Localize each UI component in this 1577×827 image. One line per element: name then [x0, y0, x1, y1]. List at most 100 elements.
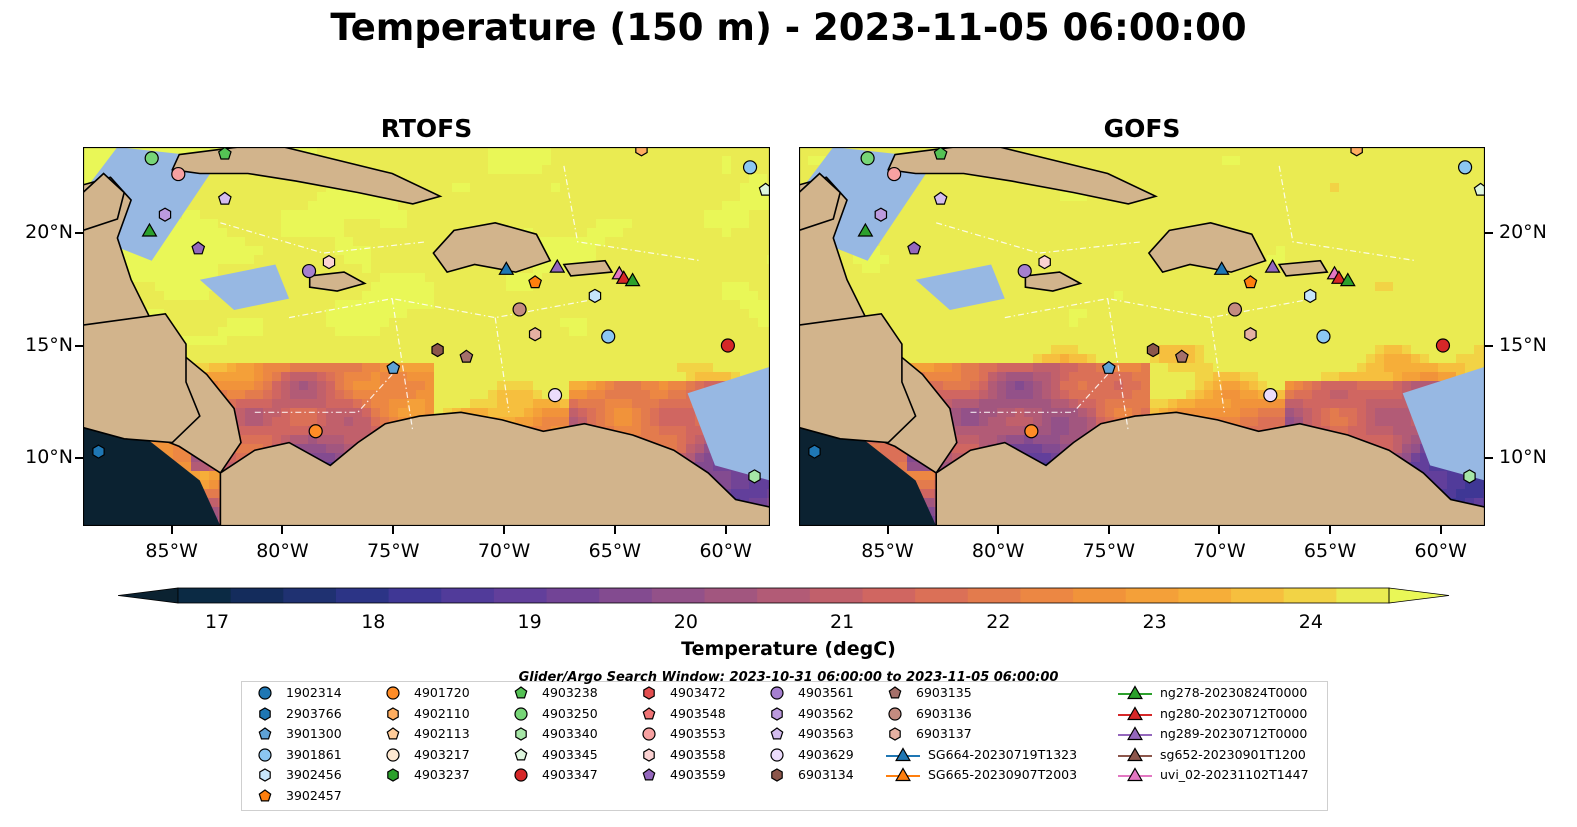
legend-marker-icon	[1118, 705, 1152, 720]
map-marker-4903562	[158, 207, 172, 222]
map-marker-4903345	[1473, 182, 1485, 196]
lon-tick-label: 75°W	[367, 540, 420, 562]
lon-tick-mark	[392, 526, 395, 534]
legend-label: sg652-20230901T1200	[1160, 746, 1306, 762]
legend-label: 4903629	[798, 746, 854, 762]
colorbar-tick-label: 24	[1298, 611, 1323, 633]
colorbar-bin	[1020, 588, 1074, 603]
map-marker-3901861	[1457, 160, 1473, 175]
legend-label: 6903137	[916, 726, 972, 742]
legend-marker-icon	[888, 686, 902, 699]
lon-tick-mark	[613, 526, 616, 534]
legend-marker-icon	[886, 767, 920, 782]
map-marker-3902456	[1304, 288, 1317, 304]
map-marker-4903250	[860, 151, 875, 166]
legend-label: 4903553	[670, 726, 726, 742]
lon-tick-mark	[170, 526, 173, 534]
lon-tick-mark	[886, 526, 889, 534]
lat-tick-label: 20°N	[25, 220, 73, 243]
legend-marker-icon	[387, 706, 399, 721]
map-marker-4903347	[1435, 338, 1451, 353]
map-marker-3901861	[601, 329, 616, 344]
map-gofs	[799, 147, 1485, 526]
map-marker-6903136	[1227, 302, 1243, 317]
lon-tick-mark	[1107, 526, 1110, 534]
colorbar-tick-label: 19	[517, 611, 542, 633]
lon-tick-mark	[724, 526, 727, 534]
map-marker-4903629	[547, 388, 563, 403]
map-marker-4903238	[217, 147, 232, 160]
legend-label: 4902113	[414, 726, 470, 742]
map-marker-3901300	[1101, 360, 1116, 374]
search-window-caption: Glider/Argo Search Window: 2023-10-31 06…	[518, 670, 1059, 685]
map-marker-4903558	[1038, 254, 1051, 270]
lon-tick-mark	[281, 526, 284, 534]
colorbar-bin	[1073, 588, 1127, 603]
colorbar-bin	[441, 588, 495, 603]
legend-label: 4903558	[670, 746, 726, 762]
map-marker-ng280-20230712T0000	[1330, 270, 1347, 284]
legend-marker-icon	[643, 748, 655, 762]
colorbar-bin	[1336, 588, 1390, 603]
legend-label: 4902110	[414, 705, 470, 721]
figure-title: Temperature (150 m) - 2023-11-05 06:00:0…	[330, 6, 1247, 49]
legend-label: 4903238	[542, 685, 598, 700]
legend-label: 4903559	[670, 767, 726, 783]
map-marker-4903559	[191, 241, 206, 255]
map-marker-6903135	[1174, 349, 1189, 363]
legend-marker-icon	[1118, 685, 1152, 700]
map-marker-ng289-20230712T0000	[549, 258, 566, 273]
map-marker-4903558	[322, 254, 336, 270]
colorbar-bin	[1125, 588, 1179, 603]
legend-label: 6903136	[916, 705, 972, 721]
map-marker-4903561	[301, 263, 317, 279]
legend-marker-icon	[643, 686, 655, 700]
colorbar-bin	[546, 588, 600, 603]
colorbar-label: Temperature (degC)	[681, 638, 896, 660]
map-marker-6903135	[459, 349, 474, 363]
colorbar-tick-label: 22	[986, 611, 1011, 633]
lon-tick-mark	[1329, 526, 1332, 534]
legend-marker-icon	[258, 686, 272, 700]
map-marker-4903629	[1263, 388, 1278, 403]
colorbar-bin	[967, 588, 1021, 603]
map-marker-4901720	[1024, 424, 1039, 439]
map-marker-4903347	[720, 338, 735, 353]
colorbar-tick-label: 21	[830, 611, 855, 633]
legend-marker-icon	[642, 727, 656, 741]
colorbar-tick-label: 18	[361, 611, 386, 633]
legend-label: 4903345	[542, 746, 598, 762]
map-marker-4901720	[308, 424, 323, 439]
legend-marker-icon	[259, 768, 271, 783]
map-marker-ng278-20230824T0000	[857, 222, 874, 237]
legend-marker-icon	[889, 727, 901, 741]
panel-title-rtofs: RTOFS	[380, 114, 473, 143]
colorbar-tick-label: 17	[204, 611, 230, 633]
legend-marker-icon	[642, 706, 656, 720]
legend-label: 4903217	[414, 746, 470, 762]
lat-tick-mark	[75, 231, 83, 234]
colorbar-bin	[283, 588, 337, 603]
map-marker-6903134	[431, 342, 444, 358]
legend-label: 4903237	[414, 767, 470, 783]
legend-marker-icon	[888, 706, 902, 721]
colorbar-bin	[862, 588, 916, 603]
colorbar-bin	[599, 588, 653, 603]
lat-tick-label: 20°N	[1499, 220, 1547, 243]
map-marker-ng278-20230824T0000	[624, 272, 641, 287]
colorbar-bin	[493, 588, 548, 603]
map-marker-4903250	[144, 151, 159, 166]
map-marker-ng278-20230824T0000	[1339, 272, 1356, 287]
lon-tick-label: 85°W	[861, 540, 914, 562]
map-marker-2903766	[92, 444, 105, 459]
legend-marker-icon	[386, 727, 400, 740]
map-marker-3902456	[588, 288, 602, 304]
lat-tick-label: 15°N	[25, 333, 73, 356]
legend-marker-icon	[258, 748, 272, 762]
legend-marker-icon	[515, 727, 527, 741]
colorbar-bin	[915, 588, 969, 603]
lat-tick-label: 10°N	[25, 446, 73, 469]
lat-tick-mark	[1485, 231, 1493, 234]
map-marker-SG664-20230719T1323	[498, 261, 515, 275]
map-marker-4903559	[907, 241, 922, 255]
